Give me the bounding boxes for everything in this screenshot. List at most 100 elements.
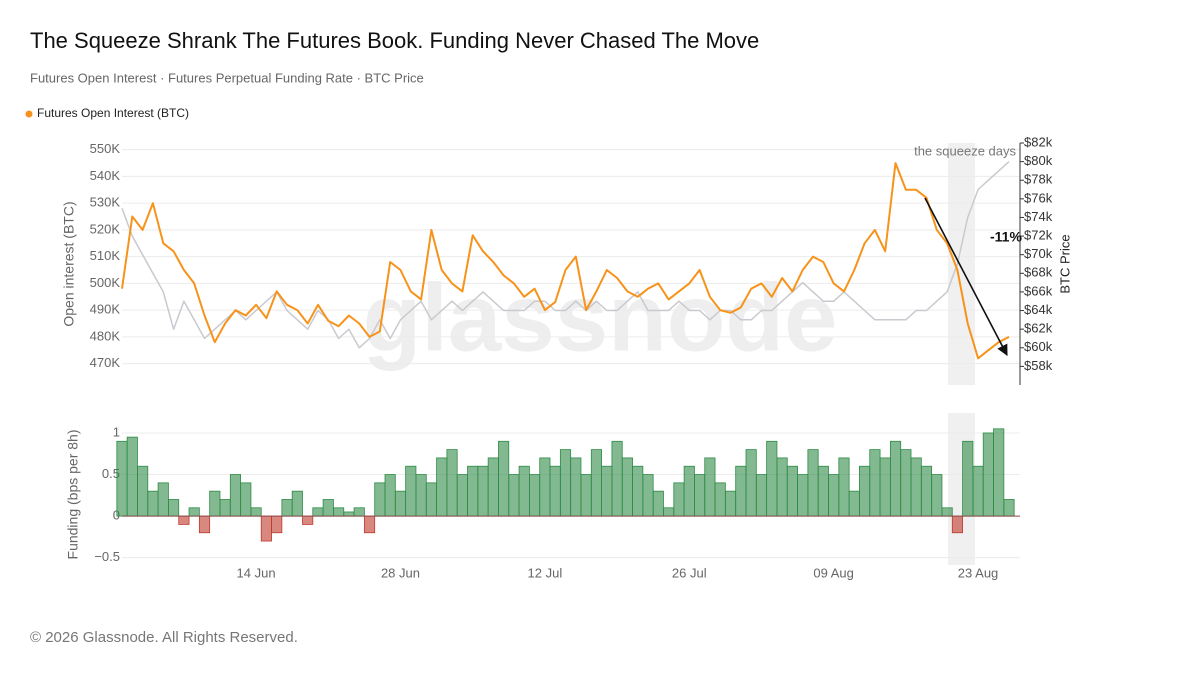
funding-bar [807, 449, 819, 517]
legend-marker [25, 110, 33, 118]
y-axis-title: Funding (bps per 8h) [65, 430, 81, 560]
funding-bar [642, 474, 654, 517]
funding-bar [168, 499, 180, 517]
funding-bar [363, 515, 376, 534]
x-tick-label: 28 Jun [381, 565, 420, 580]
y-tick-label: 540K [90, 168, 121, 183]
funding-bar [374, 482, 386, 517]
funding-bar [539, 457, 551, 517]
funding-bar [147, 490, 159, 517]
y-tick-label: 480K [90, 328, 121, 343]
funding-bar [477, 465, 489, 517]
funding-bar [601, 465, 613, 517]
funding-bar [312, 507, 324, 517]
funding-bar [209, 490, 221, 517]
funding-bar [848, 490, 860, 517]
funding-bar [704, 457, 716, 517]
y2-tick-label: $78k [1024, 172, 1053, 187]
funding-bar [250, 507, 262, 517]
funding-bar [621, 457, 633, 517]
funding-bar [446, 449, 458, 517]
y2-tick-label: $62k [1024, 321, 1053, 336]
funding-bar [694, 474, 706, 517]
y2-tick-label: $66k [1024, 283, 1053, 298]
annotation-arrow [924, 197, 1008, 356]
funding-bar [962, 440, 974, 517]
funding-bar [745, 449, 757, 517]
x-tick-label: 12 Jul [528, 565, 563, 580]
funding-bar [229, 474, 242, 517]
funding-bar [838, 457, 850, 517]
chart-subtitle: Futures Open Interest · Futures Perpetua… [30, 70, 424, 85]
funding-bar [116, 440, 128, 517]
funding-bar [188, 507, 200, 517]
y-tick-label: 500K [90, 275, 121, 290]
y-tick-label: 0 [113, 508, 120, 523]
y-tick-label: −0.5 [94, 549, 120, 564]
funding-bar [683, 465, 695, 517]
funding-bar [663, 507, 675, 517]
funding-bar [879, 457, 891, 517]
y2-tick-label: $74k [1024, 209, 1053, 224]
y2-tick-label: $68k [1024, 265, 1053, 280]
funding-bar [611, 440, 623, 517]
funding-bar [343, 511, 355, 517]
funding-bar [271, 515, 283, 534]
funding-bar [260, 515, 272, 542]
x-tick-label: 26 Jul [672, 565, 707, 580]
y2-tick-label: $58k [1024, 358, 1053, 373]
funding-bar [467, 465, 479, 517]
funding-bar [982, 432, 994, 517]
funding-bar [786, 465, 798, 517]
funding-bar [518, 465, 530, 517]
y-tick-label: 0.5 [102, 466, 120, 481]
y2-tick-label: $82k [1024, 134, 1053, 149]
funding-bar [498, 440, 510, 517]
funding-bar [652, 490, 664, 517]
funding-bar [993, 428, 1005, 517]
x-tick-label: 23 Aug [958, 565, 999, 580]
funding-bar [735, 465, 747, 517]
squeeze-band [948, 143, 975, 385]
funding-bar [632, 465, 644, 517]
funding-bar [590, 449, 602, 517]
y2-tick-label: $64k [1024, 302, 1053, 317]
y-tick-label: 1 [113, 424, 120, 439]
funding-bar [931, 474, 943, 517]
funding-bar [126, 436, 138, 517]
funding-bar [353, 507, 365, 517]
funding-bar [333, 507, 345, 517]
y-axis-title: Open interest (BTC) [61, 201, 77, 326]
funding-bar [322, 499, 334, 517]
funding-bar [456, 474, 468, 517]
funding-bar [580, 474, 592, 517]
annotation: -11% [990, 229, 1022, 245]
y2-tick-label: $72k [1024, 228, 1053, 243]
funding-bar [920, 465, 933, 517]
funding-bar [570, 457, 582, 517]
funding-bar [889, 440, 902, 517]
funding-bar [219, 499, 231, 517]
funding-bar [178, 515, 190, 525]
funding-bar [198, 515, 211, 534]
y2-tick-label: $60k [1024, 339, 1053, 354]
y-tick-label: 510K [90, 248, 121, 263]
funding-bar [972, 465, 984, 517]
funding-bar [291, 490, 303, 517]
x-tick-label: 14 Jun [237, 565, 276, 580]
funding-bar [425, 482, 437, 517]
funding-bar [951, 515, 963, 534]
funding-bar [776, 457, 788, 517]
funding-bar [714, 482, 726, 517]
funding-bar [766, 440, 778, 517]
funding-bar [1003, 499, 1015, 517]
y-tick-label: 550K [90, 141, 121, 156]
series-line [121, 161, 1010, 349]
y-tick-label: 470K [90, 355, 121, 370]
funding-bar [559, 449, 572, 517]
y-tick-label: 520K [90, 221, 121, 236]
funding-bar [755, 474, 768, 517]
annotation: the squeeze days [914, 143, 1016, 158]
funding-bar [549, 465, 561, 517]
